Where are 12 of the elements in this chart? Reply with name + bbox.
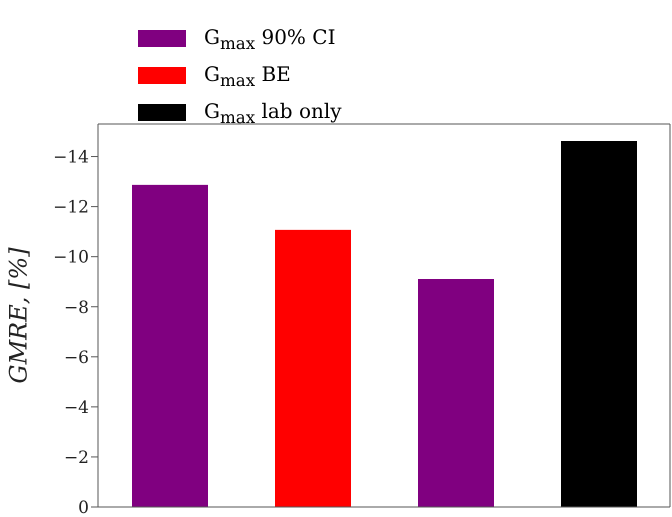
y-tick-label: −8	[64, 298, 89, 318]
legend-label: G$_{max}$ 90% CI	[204, 24, 336, 52]
y-tick-label: −12	[53, 198, 89, 218]
y-tick-label: −10	[53, 248, 89, 268]
y-tick-label: −14	[53, 148, 89, 168]
y-tick-label: 0	[78, 498, 89, 517]
y-tick-label: −4	[64, 398, 89, 418]
y-tick-label: −2	[64, 448, 89, 468]
legend-label: G$_{max}$ BE	[204, 62, 291, 90]
y-axis-title: GMRE, [%]	[4, 246, 33, 384]
legend-label: G$_{max}$ lab only	[204, 98, 342, 126]
y-tick-label: −6	[64, 348, 89, 368]
